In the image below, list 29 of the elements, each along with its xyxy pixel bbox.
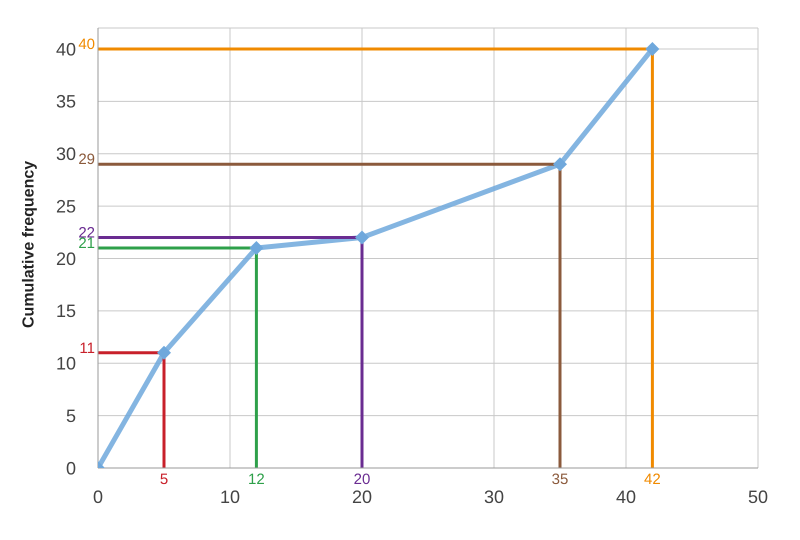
annotation: 12	[248, 471, 265, 488]
annotation: 40	[78, 36, 95, 53]
annotation: 42	[644, 471, 661, 488]
x-tick-label: 30	[484, 486, 504, 507]
point	[249, 241, 264, 255]
y-tick-label: 20	[56, 248, 76, 269]
point	[553, 157, 567, 172]
annotation: 20	[354, 471, 370, 488]
y-tick-label: 15	[56, 301, 76, 322]
y-tick-label: 40	[56, 39, 76, 60]
x-tick-label: 40	[616, 486, 636, 507]
y-tick-label: 30	[56, 144, 76, 164]
y-tick-label: 10	[56, 354, 76, 374]
annotation: 11	[79, 340, 95, 357]
y-tick-label: 0	[66, 458, 76, 478]
x-tick-label: 50	[748, 486, 768, 507]
point	[645, 42, 660, 56]
annotation: 5	[160, 471, 168, 488]
y-tick-label: 5	[66, 406, 76, 426]
point	[157, 346, 171, 360]
y-axis-title: Cumulative frequency	[20, 160, 38, 328]
point	[355, 230, 369, 245]
x-tick-label: 10	[220, 486, 240, 507]
x-tick-label: 0	[92, 486, 104, 507]
annotation: 29	[78, 151, 95, 168]
y-tick-label: 25	[56, 196, 76, 216]
x-tick-label: 20	[352, 486, 372, 507]
annotation: 35	[552, 471, 568, 488]
y-tick-label: 35	[56, 92, 76, 112]
